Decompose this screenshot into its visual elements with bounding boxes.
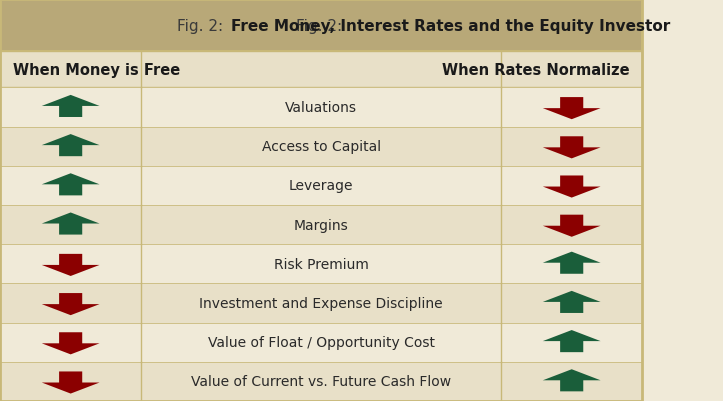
Polygon shape (543, 330, 601, 352)
Text: Valuations: Valuations (285, 101, 357, 115)
Polygon shape (42, 293, 100, 315)
Text: Margins: Margins (294, 218, 348, 232)
Polygon shape (543, 176, 601, 198)
Bar (0, 52, 642, 88)
Polygon shape (42, 213, 100, 235)
Polygon shape (543, 137, 601, 159)
Polygon shape (42, 332, 100, 354)
Bar (0, 88, 642, 128)
Polygon shape (543, 252, 601, 274)
Bar (0, 166, 642, 205)
Polygon shape (543, 291, 601, 313)
Text: Investment and Expense Discipline: Investment and Expense Discipline (200, 296, 443, 310)
Bar (0, 245, 642, 284)
Bar (0, 284, 642, 323)
Polygon shape (42, 371, 100, 394)
Polygon shape (543, 98, 601, 120)
Text: Access to Capital: Access to Capital (262, 140, 381, 154)
Text: Value of Current vs. Future Cash Flow: Value of Current vs. Future Cash Flow (191, 375, 451, 389)
Text: Fig. 2:: Fig. 2: (296, 18, 347, 34)
Bar (0, 205, 642, 245)
Polygon shape (42, 174, 100, 196)
Text: Leverage: Leverage (289, 179, 354, 193)
Bar (0, 323, 642, 362)
Text: Free Money, Interest Rates and the Equity Investor: Free Money, Interest Rates and the Equit… (231, 18, 670, 34)
Text: When Rates Normalize: When Rates Normalize (442, 63, 630, 78)
Text: Risk Premium: Risk Premium (274, 257, 369, 271)
Polygon shape (42, 254, 100, 276)
Text: When Money is Free: When Money is Free (13, 63, 180, 78)
Text: Value of Float / Opportunity Cost: Value of Float / Opportunity Cost (208, 335, 435, 349)
Polygon shape (42, 96, 100, 118)
Bar (0, 362, 642, 401)
Text: Fig. 2: Free Money, Interest Rates and the Equity Investor: Fig. 2: Free Money, Interest Rates and t… (101, 18, 542, 34)
Text: Fig. 2:: Fig. 2: (177, 18, 228, 34)
Polygon shape (543, 369, 601, 391)
Polygon shape (42, 135, 100, 157)
Polygon shape (543, 215, 601, 237)
Bar (0, 128, 642, 166)
